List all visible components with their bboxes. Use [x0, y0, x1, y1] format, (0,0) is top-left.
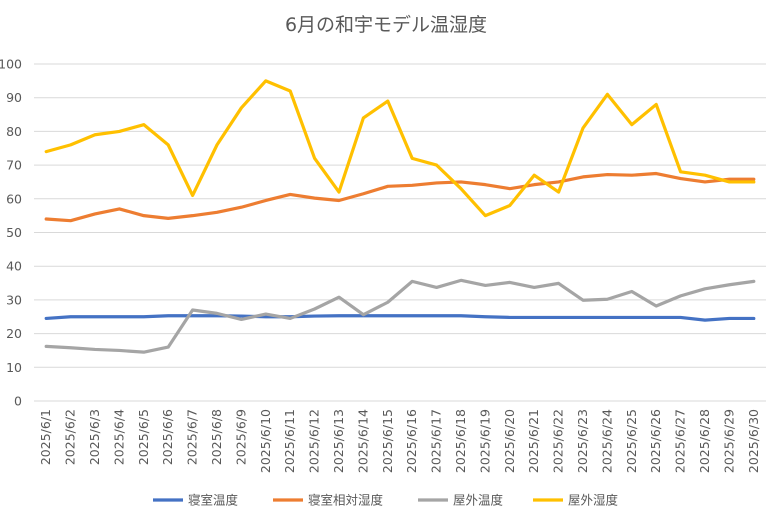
y-tick-label: 70	[6, 158, 22, 173]
y-tick-label: 100	[0, 57, 22, 72]
legend-label: 屋外温度	[453, 493, 504, 508]
gridlines	[34, 63, 766, 402]
series-line-1	[44, 171, 756, 223]
y-tick-label: 90	[6, 90, 22, 105]
x-tick-label: 2025/6/2	[63, 409, 78, 465]
x-tick-label: 2025/6/11	[282, 409, 297, 473]
x-tick-label: 2025/6/1	[38, 409, 53, 465]
legend-item-0: 寝室温度	[153, 493, 239, 508]
y-tick-label: 10	[6, 360, 22, 375]
y-tick-label: 80	[6, 124, 22, 139]
x-tick-label: 2025/6/25	[624, 409, 639, 473]
x-tick-label: 2025/6/27	[673, 409, 688, 473]
x-tick-label: 2025/6/10	[258, 409, 273, 473]
legend-label: 寝室温度	[188, 493, 239, 508]
y-tick-label: 0	[14, 394, 22, 409]
series-lines	[44, 79, 756, 354]
legend: 寝室温度 寝室相対湿度 屋外温度 屋外湿度	[153, 493, 619, 508]
series-line-0	[44, 314, 756, 322]
y-tick-label: 50	[6, 225, 22, 240]
y-axis-ticks: 0 10 20 30 40 50 60 70 80 90 100	[0, 57, 22, 409]
x-tick-label: 2025/6/21	[526, 409, 541, 473]
y-tick-label: 40	[6, 259, 22, 274]
legend-label: 屋外湿度	[568, 493, 619, 508]
x-tick-label: 2025/6/18	[453, 409, 468, 473]
x-tick-label: 2025/6/19	[477, 409, 492, 473]
x-tick-label: 2025/6/20	[502, 409, 517, 473]
x-tick-label: 2025/6/28	[697, 409, 712, 473]
x-tick-label: 2025/6/4	[111, 409, 126, 465]
y-tick-label: 30	[6, 292, 22, 307]
x-tick-label: 2025/6/26	[648, 409, 663, 473]
x-tick-label: 2025/6/8	[209, 409, 224, 465]
x-tick-label: 2025/6/30	[746, 409, 761, 473]
legend-label: 寝室相対湿度	[308, 493, 384, 508]
x-tick-label: 2025/6/6	[160, 409, 175, 465]
x-tick-label: 2025/6/3	[87, 409, 102, 465]
series-line-2	[44, 278, 756, 354]
y-tick-label: 60	[6, 191, 22, 206]
x-tick-label: 2025/6/23	[575, 409, 590, 473]
legend-item-2: 屋外温度	[418, 493, 504, 508]
chart-title: 6月の和宇モデル温湿度	[285, 14, 487, 36]
x-tick-label: 2025/6/17	[429, 409, 444, 473]
x-tick-label: 2025/6/7	[185, 409, 200, 465]
x-tick-label: 2025/6/24	[599, 409, 614, 473]
x-tick-label: 2025/6/13	[331, 409, 346, 473]
x-tick-label: 2025/6/29	[721, 409, 736, 473]
x-tick-label: 2025/6/12	[307, 409, 322, 473]
x-tick-label: 2025/6/22	[551, 409, 566, 473]
series-line-3	[44, 79, 756, 218]
x-tick-label: 2025/6/5	[136, 409, 151, 465]
x-axis-ticks: 2025/6/1 2025/6/2 2025/6/3 2025/6/4 2025/6/5…	[38, 409, 761, 473]
y-tick-label: 20	[6, 326, 22, 341]
legend-item-1: 寝室相対湿度	[273, 493, 384, 508]
x-tick-label: 2025/6/16	[404, 409, 419, 473]
legend-item-3: 屋外湿度	[533, 493, 619, 508]
x-tick-label: 2025/6/15	[380, 409, 395, 473]
x-tick-label: 2025/6/9	[233, 409, 248, 465]
x-tick-label: 2025/6/14	[355, 409, 370, 473]
